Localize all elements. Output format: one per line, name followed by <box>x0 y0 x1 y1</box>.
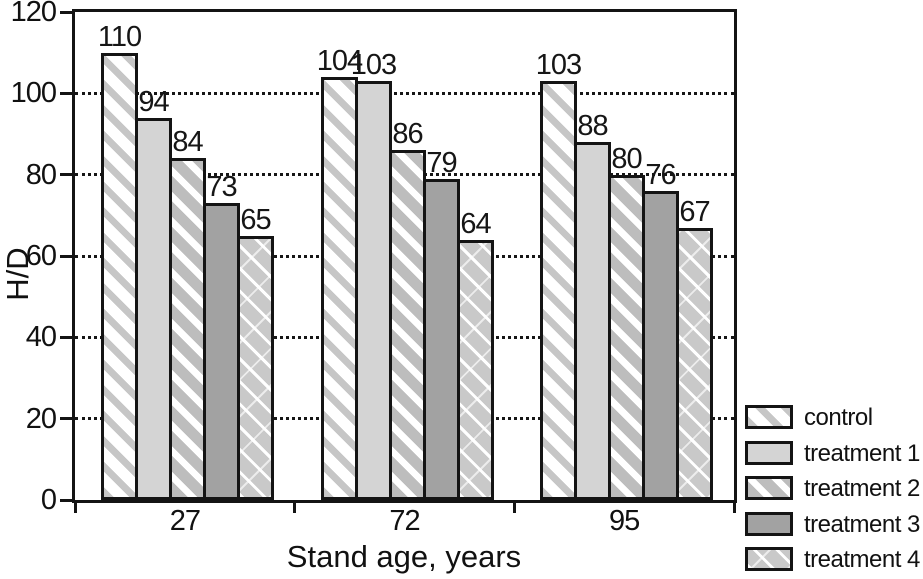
bar-value-label: 88 <box>577 110 608 142</box>
x-tick <box>293 500 297 513</box>
legend-swatch-solid-light-gray <box>745 440 793 465</box>
legend-item-control: control <box>745 403 923 433</box>
y-tick-80 <box>60 173 73 177</box>
legend-item-treatment-1: treatment 1 <box>745 439 923 469</box>
bar-treatment-4-age-27 <box>237 236 274 500</box>
x-tick <box>73 500 77 513</box>
legend-item-treatment-3: treatment 3 <box>745 510 923 540</box>
bar-control-age-95 <box>540 81 577 500</box>
legend-swatch-solid-medium-gray <box>745 511 793 536</box>
y-tick-label-60: 60 <box>25 240 57 272</box>
x-category-label-95: 95 <box>609 505 640 537</box>
bar-value-label: 103 <box>535 49 582 81</box>
legend-swatch-diagonal-hatch-thin <box>745 405 793 429</box>
bar-value-label: 64 <box>460 208 491 240</box>
legend-label: treatment 3 <box>804 510 920 538</box>
y-tick-label-120: 120 <box>10 0 57 28</box>
y-tick-0 <box>60 498 73 502</box>
bar-treatment-3-age-95 <box>642 191 679 500</box>
plot-area: 110 94 84 73 65 104 103 86 79 64 103 88 80 76 67 <box>72 9 737 503</box>
bar-control-age-27 <box>101 53 138 500</box>
x-category-label-72: 72 <box>389 505 420 537</box>
legend-item-treatment-2: treatment 2 <box>745 474 923 504</box>
y-tick-100 <box>60 91 73 95</box>
plot-inner: 110 94 84 73 65 104 103 86 79 64 103 88 80 76 67 <box>75 12 734 500</box>
bar-treatment-3-age-27 <box>203 203 240 500</box>
bar-value-label: 65 <box>240 204 271 236</box>
bar-value-label: 76 <box>645 159 676 191</box>
bar-treatment-1-age-72 <box>355 81 392 500</box>
y-tick-120 <box>60 10 73 14</box>
bar-value-label: 103 <box>350 49 397 81</box>
bar-value-label: 80 <box>611 143 642 175</box>
bar-treatment-1-age-27 <box>135 118 172 500</box>
bar-value-label: 110 <box>97 21 142 53</box>
bar-value-label: 73 <box>206 171 237 203</box>
bar-value-label: 86 <box>392 118 423 150</box>
bar-value-label: 84 <box>172 126 203 158</box>
legend-swatch-white-crosshatch-on-gray <box>745 547 793 571</box>
bar-treatment-2-age-95 <box>608 175 645 500</box>
bar-value-label: 94 <box>138 86 169 118</box>
bar-treatment-2-age-27 <box>169 158 206 500</box>
bar-control-age-72 <box>321 77 358 500</box>
y-tick-60 <box>60 254 73 258</box>
legend-swatch-diagonal-hatch-thick <box>745 476 793 500</box>
y-tick-20 <box>60 417 73 421</box>
y-tick-label-20: 20 <box>25 402 57 435</box>
x-axis-title: Stand age, years <box>286 539 522 574</box>
legend-item-treatment-4: treatment 4 <box>745 545 923 575</box>
y-tick-label-80: 80 <box>25 158 57 191</box>
bar-treatment-1-age-95 <box>574 142 611 500</box>
bar-treatment-4-age-95 <box>676 228 713 500</box>
legend-label: treatment 1 <box>804 439 920 467</box>
bar-value-label: 79 <box>426 147 457 179</box>
legend-label: treatment 4 <box>804 546 920 573</box>
legend-label: treatment 2 <box>804 475 920 502</box>
y-tick-label-100: 100 <box>10 77 57 110</box>
x-category-label-27: 27 <box>169 505 201 537</box>
x-tick <box>512 500 516 513</box>
legend-label: control <box>804 404 873 431</box>
bar-value-label: 67 <box>679 196 710 228</box>
bar-treatment-4-age-72 <box>457 240 494 500</box>
y-tick-label-0: 0 <box>40 484 57 516</box>
x-tick <box>732 500 736 513</box>
legend: control treatment 1 treatment 2 treatment 3… <box>745 403 923 579</box>
y-tick-label-40: 40 <box>25 321 57 354</box>
gridline-100 <box>75 91 734 95</box>
bar-value-label: 104 <box>316 45 363 77</box>
y-tick-40 <box>60 335 73 339</box>
bar-treatment-2-age-72 <box>389 150 426 500</box>
